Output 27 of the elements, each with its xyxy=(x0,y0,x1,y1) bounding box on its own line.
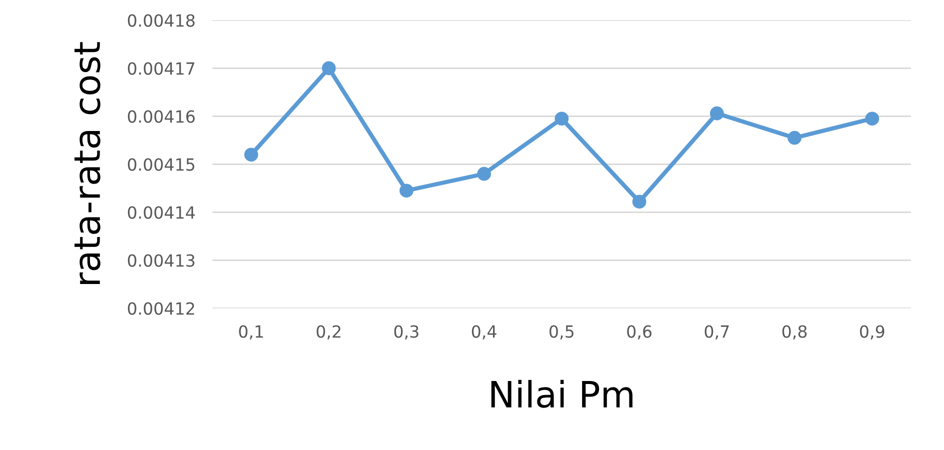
x-tick-label: 0,2 xyxy=(316,325,340,340)
point xyxy=(554,112,569,126)
point xyxy=(632,194,646,209)
point xyxy=(244,148,258,162)
y-tick-label: 0.00412 xyxy=(128,302,194,315)
y-tick-label: 0.00413 xyxy=(128,254,194,267)
x-tick-label: 0,3 xyxy=(394,325,418,340)
y-tick-label: 0.00418 xyxy=(128,14,195,27)
point xyxy=(788,130,802,145)
x-tick-label: 0,7 xyxy=(704,325,729,340)
point xyxy=(400,184,414,198)
y-tick-label: 0.00416 xyxy=(128,110,195,123)
point xyxy=(322,61,336,76)
point xyxy=(710,106,724,120)
x-tick-label: 0,5 xyxy=(550,325,574,340)
y-tick-label: 0.00417 xyxy=(128,62,194,75)
y-tick-label: 0.00414 xyxy=(128,206,195,219)
point xyxy=(865,112,880,126)
point xyxy=(477,166,492,181)
x-tick-label: 0,6 xyxy=(627,325,652,340)
x-axis-title: Nilai Pm xyxy=(491,380,632,408)
x-tick-label: 0,9 xyxy=(860,325,884,340)
y-axis-title: rata-rata cost xyxy=(74,42,100,284)
x-tick-label: 0,1 xyxy=(239,325,263,340)
y-tick-label: 0.00415 xyxy=(128,158,194,171)
x-tick-label: 0,4 xyxy=(472,325,496,340)
x-tick-label: 0,8 xyxy=(782,325,807,340)
